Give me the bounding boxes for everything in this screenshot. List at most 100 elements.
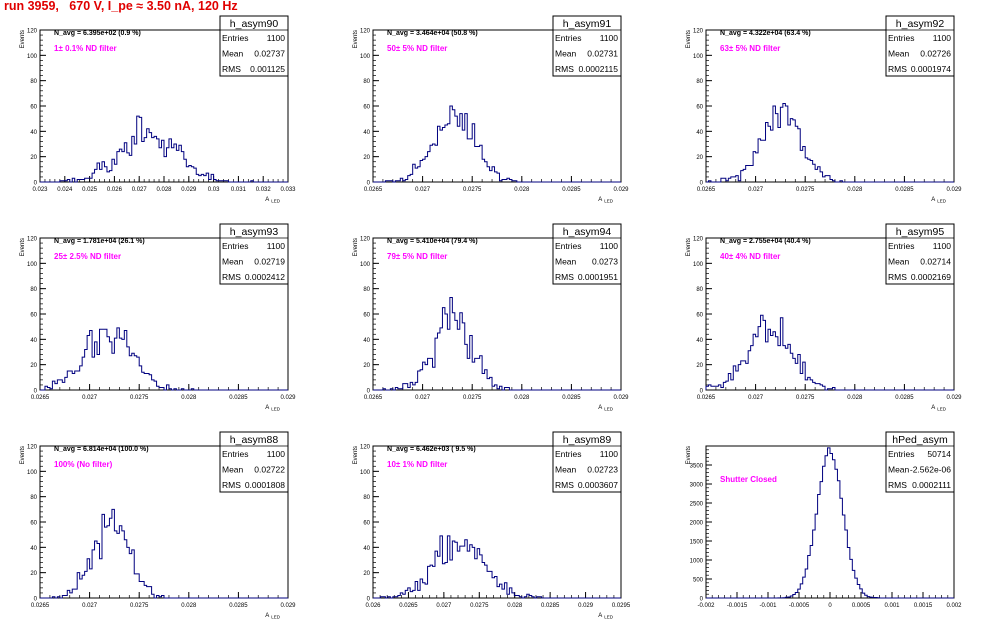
x-tick-label: 0.027 <box>132 187 148 193</box>
stats-label: Mean <box>888 49 910 59</box>
x-axis-title: A LED <box>265 405 281 412</box>
filter-annotation: 40± 4% ND filter <box>720 252 780 261</box>
y-tick-label: 100 <box>360 470 371 476</box>
x-tick-label: 0.027 <box>415 187 431 193</box>
x-tick-label: 0.0265 <box>31 395 50 401</box>
x-tick-label: 0.0265 <box>697 187 716 193</box>
y-axis-title: Events <box>686 446 692 464</box>
y-tick-label: 20 <box>30 155 37 161</box>
y-tick-label: 80 <box>363 495 370 501</box>
x-axis-title: A LED <box>265 197 281 204</box>
stats-label: Entries <box>888 449 914 459</box>
x-tick-label: 0.0265 <box>364 395 383 401</box>
histogram-series-h_asym89 <box>373 535 621 599</box>
stats-label: Entries <box>222 33 248 43</box>
filter-annotation: 100% (No filter) <box>54 460 113 469</box>
histogram-series-h_asym93 <box>40 327 288 391</box>
x-tick-label: 0 <box>828 603 832 609</box>
stats-label: Entries <box>555 449 581 459</box>
stats-label: RMS <box>888 64 907 74</box>
y-tick-label: 20 <box>363 363 370 369</box>
x-tick-label: 0.0265 <box>399 603 418 609</box>
x-tick-label: 0.0285 <box>562 395 581 401</box>
stats-value: 1100 <box>600 33 619 43</box>
y-tick-label: 80 <box>363 79 370 85</box>
x-tick-label: 0.029 <box>613 395 629 401</box>
stats-value: 0.0273 <box>592 257 618 267</box>
histogram-name: h_asym88 <box>230 434 279 446</box>
x-axis-title: A LED <box>931 405 947 412</box>
x-tick-label: 0.0265 <box>697 395 716 401</box>
stats-box <box>219 223 289 285</box>
x-tick-label: 0.024 <box>57 187 73 193</box>
stats-label: Entries <box>222 241 248 251</box>
stats-label: Mean <box>888 257 910 267</box>
x-axis-title: A LED <box>931 197 947 204</box>
y-tick-label: 20 <box>363 571 370 577</box>
stats-value: 0.02723 <box>587 465 618 475</box>
stats-label: RMS <box>222 272 241 282</box>
y-tick-label: 100 <box>693 54 704 60</box>
stats-value: 0.02714 <box>920 257 951 267</box>
histogram-name: h_asym89 <box>563 434 612 446</box>
histogram-panel-h_asym91: 0 20 40 60 80 100 120 0.0265 0.027 0.0275 0.028 0.0… <box>353 15 629 204</box>
stats-label: Mean <box>222 49 244 59</box>
x-tick-label: 0.028 <box>156 187 172 193</box>
x-tick-label: 0.0275 <box>470 603 489 609</box>
y-tick-label: 80 <box>363 287 370 293</box>
histogram-series-h_asym91 <box>373 105 621 183</box>
y-tick-label: 40 <box>30 130 37 136</box>
y-tick-label: 120 <box>360 29 371 35</box>
n-avg-annotation: N_avg = 5.410e+04 (79.4 %) <box>387 238 478 245</box>
stats-value: 0.0002169 <box>911 272 951 282</box>
stats-label: RMS <box>555 480 574 490</box>
y-tick-label: 3000 <box>690 483 704 489</box>
y-tick-label: 0 <box>367 181 371 187</box>
x-tick-label: 0.029 <box>946 187 962 193</box>
y-axis-title: Events <box>353 30 359 48</box>
y-tick-label: 100 <box>27 470 38 476</box>
x-tick-label: 0.0265 <box>364 187 383 193</box>
y-tick-label: 80 <box>30 287 37 293</box>
stats-value: 0.02719 <box>254 257 285 267</box>
stats-label: Mean <box>222 465 244 475</box>
histogram-name: h_asym95 <box>896 226 945 238</box>
y-tick-label: 120 <box>27 29 38 35</box>
y-tick-label: 20 <box>30 571 37 577</box>
stats-value: 1100 <box>933 33 952 43</box>
stats-label: RMS <box>222 480 241 490</box>
y-tick-label: 0 <box>700 597 704 603</box>
stats-value: 0.02722 <box>254 465 285 475</box>
histogram-panel-h_asym89: 0 20 40 60 80 100 120 0.026 0.0265 0.027 0.0275 0.0… <box>353 431 631 620</box>
stats-label: Entries <box>888 33 914 43</box>
y-tick-label: 1500 <box>690 540 704 546</box>
n-avg-annotation: N_avg = 4.322e+04 (63.4 %) <box>720 30 811 37</box>
y-tick-label: 60 <box>30 521 37 527</box>
y-tick-label: 80 <box>30 495 37 501</box>
y-tick-label: 40 <box>363 338 370 344</box>
stats-label: Entries <box>555 33 581 43</box>
y-tick-label: 80 <box>696 287 703 293</box>
y-tick-label: 0 <box>34 597 38 603</box>
y-tick-label: 40 <box>696 338 703 344</box>
x-tick-label: 0.029 <box>946 395 962 401</box>
y-tick-label: 0 <box>367 597 371 603</box>
y-tick-label: 40 <box>30 546 37 552</box>
stats-value: 0.0001974 <box>911 64 951 74</box>
stats-value: 0.0002115 <box>578 64 618 74</box>
y-axis-title: Events <box>353 238 359 256</box>
histogram-panel-h_asym93: 0 20 40 60 80 100 120 0.0265 0.027 0.0275 0.028 0.0… <box>20 223 296 412</box>
stats-label: Mean <box>888 465 910 475</box>
x-tick-label: 0.025 <box>82 187 98 193</box>
y-tick-label: 0 <box>367 389 371 395</box>
histogram-panel-h_asym88: 0 20 40 60 80 100 120 0.0265 0.027 0.0275 0.028 0.0… <box>20 431 296 620</box>
stats-value: 1100 <box>933 241 952 251</box>
x-tick-label: 0.029 <box>280 395 296 401</box>
y-tick-label: 120 <box>27 445 38 451</box>
y-tick-label: 20 <box>696 363 703 369</box>
y-tick-label: 100 <box>360 54 371 60</box>
y-tick-label: 60 <box>696 105 703 111</box>
x-tick-label: 0.0275 <box>796 395 815 401</box>
y-axis-title: Events <box>20 446 26 464</box>
x-tick-label: -0.0005 <box>789 603 810 609</box>
